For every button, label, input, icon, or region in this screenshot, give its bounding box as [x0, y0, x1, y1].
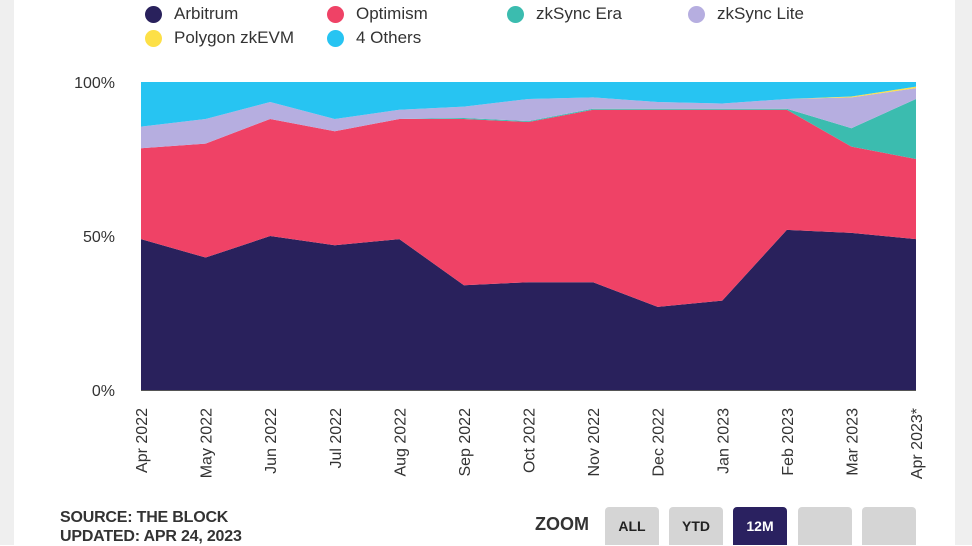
- zoom-label: ZOOM: [535, 514, 589, 534]
- legend-label: 4 Others: [356, 28, 422, 47]
- legend-dot-icon: [145, 29, 162, 47]
- source-text: SOURCE: THE BLOCK: [60, 509, 229, 526]
- legend-label: zkSync Era: [536, 4, 622, 23]
- legend-label: Optimism: [356, 4, 428, 23]
- x-tick-label: Apr 2023*: [909, 408, 926, 479]
- x-tick-label: Jun 2022: [263, 408, 280, 474]
- zoom-12m-button[interactable]: 12M: [733, 507, 787, 545]
- legend-label: Polygon zkEVM: [174, 28, 294, 47]
- x-tick-label: Dec 2022: [651, 408, 668, 477]
- chart-source: SOURCE: THE BLOCK UPDATED: APR 24, 2023: [60, 508, 242, 546]
- zoom-ytd-button[interactable]: YTD: [669, 507, 723, 545]
- legend-item-zksync-lite[interactable]: zkSync Lite: [688, 4, 804, 24]
- area-zksync-lite: [141, 88, 916, 149]
- area-optimism: [141, 109, 916, 307]
- x-tick-label: Aug 2022: [392, 408, 409, 477]
- x-tick-label: Nov 2022: [586, 408, 603, 477]
- legend-label: Arbitrum: [174, 4, 239, 23]
- legend-dot-icon: [688, 5, 705, 23]
- zoom-all-button[interactable]: ALL: [605, 507, 659, 545]
- x-tick-label: Jul 2022: [328, 408, 345, 469]
- legend-item-zksync-era[interactable]: zkSync Era: [507, 4, 622, 24]
- legend-item-4-others[interactable]: 4 Others: [327, 28, 421, 48]
- legend-item-optimism[interactable]: Optimism: [327, 4, 428, 24]
- legend-item-polygon-zkevm[interactable]: Polygon zkEVM: [145, 28, 294, 48]
- area-4-others: [141, 82, 916, 127]
- y-tick-label: 100%: [74, 75, 115, 92]
- zoom-blank-button-2[interactable]: [862, 507, 916, 545]
- updated-text: UPDATED: APR 24, 2023: [60, 528, 242, 545]
- legend-dot-icon: [145, 5, 162, 23]
- x-tick-label: Apr 2022: [134, 408, 151, 473]
- x-tick-label: May 2022: [199, 408, 216, 478]
- legend-dot-icon: [507, 5, 524, 23]
- x-tick-label: Oct 2022: [522, 408, 539, 473]
- y-tick-label: 50%: [83, 229, 115, 246]
- right-gutter: [955, 0, 972, 545]
- legend-item-arbitrum[interactable]: Arbitrum: [145, 4, 238, 24]
- zoom-blank-button-1[interactable]: [798, 507, 852, 545]
- area-arbitrum: [141, 229, 916, 390]
- left-gutter: [0, 0, 14, 545]
- y-tick-label: 0%: [92, 383, 115, 400]
- x-tick-label: Mar 2023: [844, 408, 861, 476]
- legend-dot-icon: [327, 5, 344, 23]
- legend-dot-icon: [327, 29, 344, 47]
- legend-label: zkSync Lite: [717, 4, 804, 23]
- x-tick-label: Sep 2022: [457, 408, 474, 477]
- x-tick-label: Feb 2023: [780, 408, 797, 476]
- x-tick-label: Jan 2023: [715, 408, 732, 474]
